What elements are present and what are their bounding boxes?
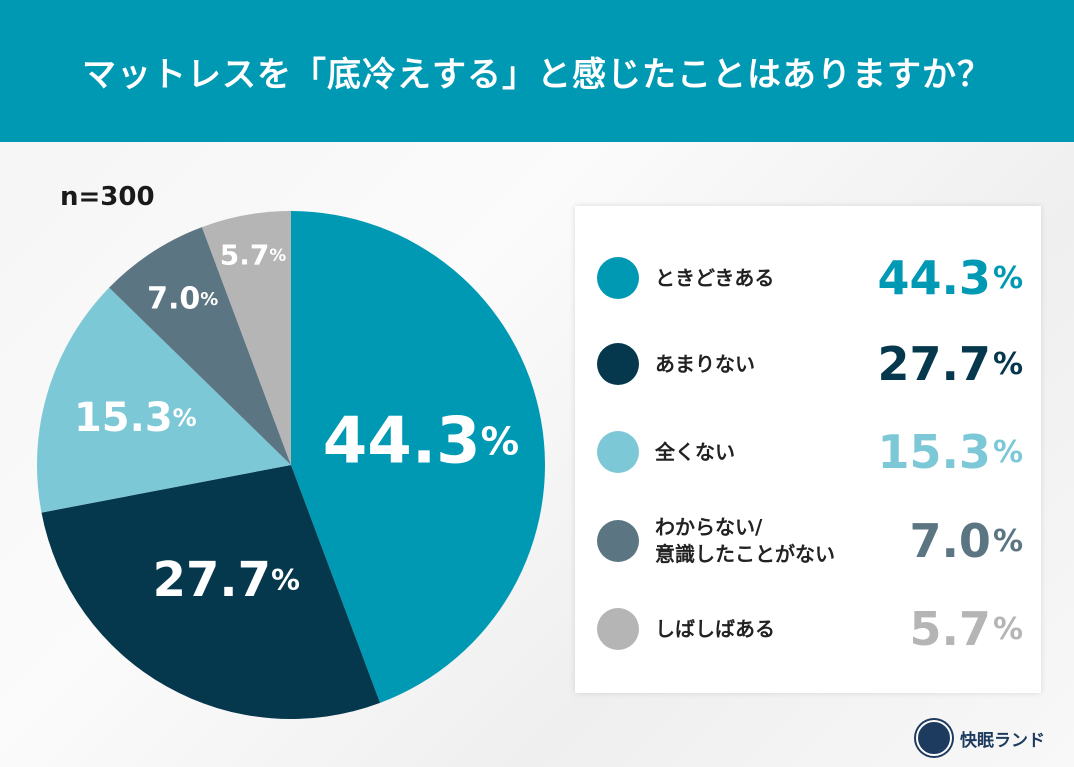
logo-text: 快眠ランド <box>960 730 1045 751</box>
brand-logo: 快眠ランド <box>916 720 1045 756</box>
legend-swatch <box>597 257 639 299</box>
legend-label: ときどきある <box>655 265 775 290</box>
legend-item: あまりない 27.7% <box>575 334 1041 394</box>
legend-label: しばしばある <box>655 616 775 641</box>
legend-item: わからない/ 意識したことがない 7.0% <box>575 511 1041 571</box>
legend-item: 全くない 15.3% <box>575 422 1041 482</box>
pie-slice <box>109 227 291 465</box>
chart-title: マットレスを「底冷えする」と感じたことはありますか？ <box>82 54 992 95</box>
pie-slice <box>41 465 381 719</box>
legend-swatch <box>597 608 639 650</box>
legend-value: 7.0% <box>909 514 1023 568</box>
pie-slice <box>201 211 291 465</box>
legend-value: 5.7% <box>909 602 1023 656</box>
legend: ときどきある 44.3% あまりない 27.7% 全くない 15.3% わからない/ 意識し… <box>575 206 1041 693</box>
legend-swatch <box>597 520 639 562</box>
legend-value: 15.3% <box>877 425 1023 479</box>
legend-swatch <box>597 343 639 385</box>
pie-slice <box>291 211 545 703</box>
legend-item: しばしばある 5.7% <box>575 599 1041 659</box>
legend-item: ときどきある 44.3% <box>575 248 1041 308</box>
legend-value: 44.3% <box>877 251 1023 305</box>
legend-label: 全くない <box>655 439 735 464</box>
legend-label: わからない/ 意識したことがない <box>655 515 835 566</box>
header-banner: マットレスを「底冷えする」と感じたことはありますか？ <box>0 0 1074 142</box>
sample-size: n=300 <box>60 182 155 212</box>
logo-icon <box>916 720 952 756</box>
legend-swatch <box>597 431 639 473</box>
pie-slice <box>37 287 291 513</box>
legend-value: 27.7% <box>877 337 1023 391</box>
legend-label: あまりない <box>655 351 755 376</box>
